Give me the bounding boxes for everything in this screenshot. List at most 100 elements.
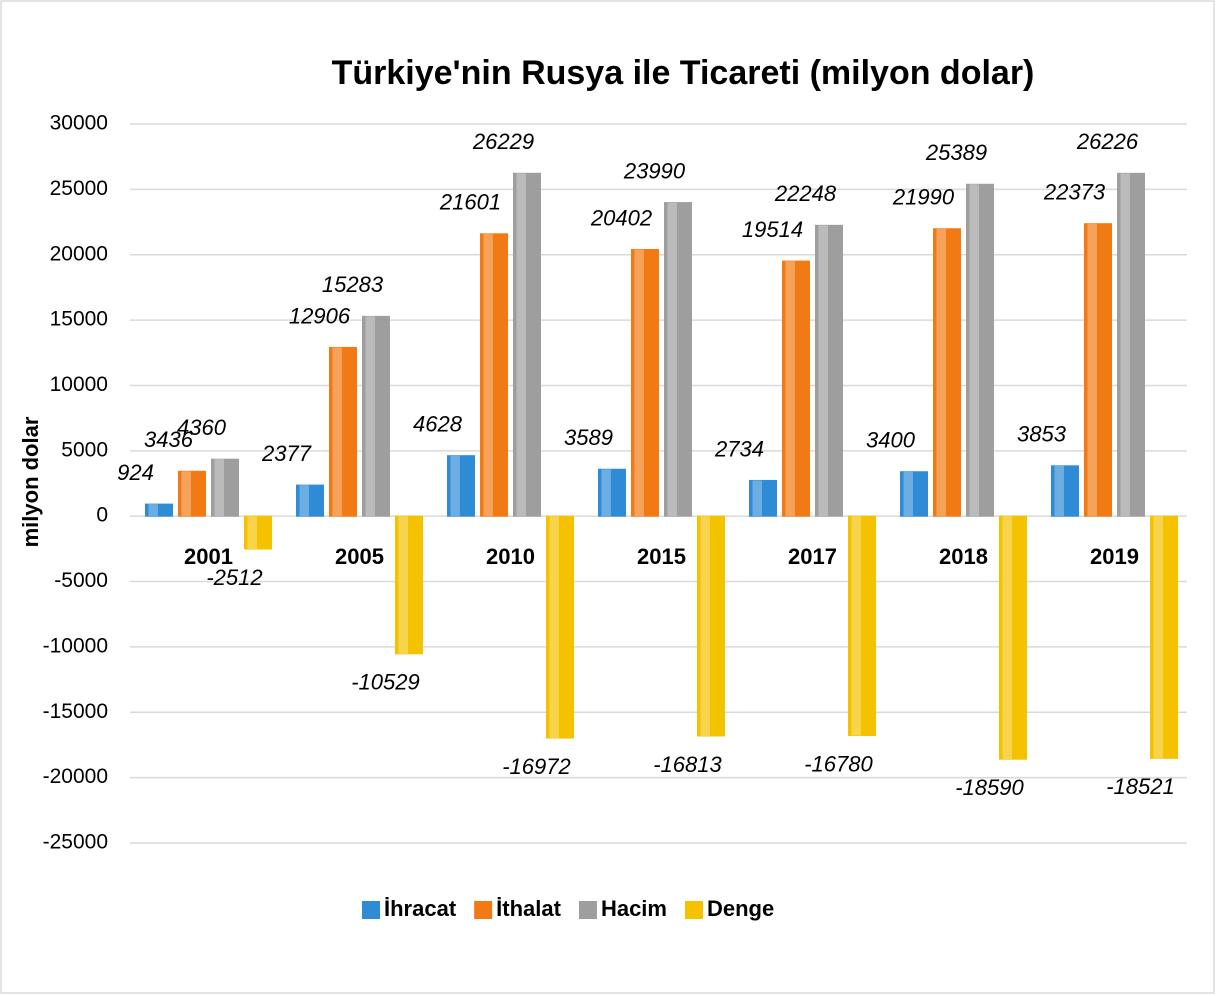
x-tick-label: 2017 [788, 544, 837, 569]
bar-sheen [181, 471, 191, 517]
bar [546, 515, 574, 739]
value-label: 19514 [742, 217, 803, 242]
x-tick-label: 2005 [335, 544, 384, 569]
value-label: -18590 [955, 775, 1024, 800]
value-label: -16813 [653, 752, 722, 777]
value-label: -16972 [502, 754, 571, 779]
legend-swatch [362, 901, 380, 919]
bar [900, 471, 928, 517]
bar [782, 260, 810, 517]
value-label: 2377 [261, 441, 312, 466]
x-tick-label: 2001 [184, 544, 233, 569]
bar [848, 515, 876, 737]
bar-sheen [785, 261, 795, 517]
y-tick-label: -20000 [43, 765, 108, 788]
bar-sheen [299, 485, 309, 517]
y-axis-label: milyon dolar [18, 416, 43, 547]
bar-sheen [634, 249, 644, 517]
y-tick-label: 15000 [50, 308, 108, 331]
value-label: 12906 [289, 303, 351, 328]
bar [1117, 172, 1145, 517]
value-label: 25389 [925, 140, 987, 165]
value-label: 15283 [322, 272, 384, 297]
bar [211, 458, 239, 517]
y-tick-label: 25000 [50, 177, 108, 200]
bar [966, 183, 994, 517]
bar-sheen [1087, 223, 1097, 517]
legend-swatch [474, 901, 493, 919]
bar-sheen [1120, 173, 1130, 517]
bar [145, 503, 173, 517]
bar-sheen [969, 184, 979, 517]
bar-sheen [601, 469, 611, 517]
bar [933, 228, 961, 517]
x-tick-label: 2018 [939, 544, 988, 569]
chart-title: Türkiye'nin Rusya ile Ticareti (milyon d… [332, 54, 1035, 92]
value-label: 26226 [1076, 129, 1139, 154]
legend-label: İthalat [496, 896, 561, 921]
value-label: 3853 [1017, 422, 1067, 447]
legend-label: Denge [707, 896, 774, 921]
bar-sheen [214, 459, 224, 517]
bar-sheen [450, 455, 460, 517]
value-label: -2512 [206, 565, 262, 590]
bar [178, 470, 206, 517]
legend-swatch [685, 901, 703, 919]
bar [513, 172, 541, 517]
bar-sheen [1054, 465, 1064, 517]
bar [598, 468, 626, 517]
value-label: -18521 [1106, 774, 1175, 799]
x-tick-label: 2010 [486, 544, 535, 569]
value-label: 23990 [623, 158, 686, 183]
legend-label: İhracat [384, 896, 457, 921]
bar-sheen [365, 316, 375, 517]
bar [362, 315, 390, 517]
bar-sheen [936, 228, 946, 517]
bar [329, 346, 357, 517]
value-label: 3589 [564, 425, 613, 450]
value-label: -16780 [804, 751, 873, 776]
y-tick-label: -15000 [43, 700, 108, 723]
bar [395, 515, 423, 655]
bar-sheen [903, 471, 913, 517]
value-label: 21601 [439, 190, 501, 215]
y-tick-label: 20000 [50, 242, 108, 265]
bar-sheen [818, 225, 828, 517]
value-label: 2734 [714, 436, 764, 461]
value-label: 4360 [177, 415, 227, 440]
bar-sheen [1002, 516, 1012, 760]
bar-sheen [148, 504, 158, 517]
legend-label: Hacim [601, 896, 667, 921]
bar [1150, 515, 1178, 759]
y-tick-label: 5000 [61, 438, 108, 461]
value-label: 3400 [866, 428, 916, 453]
value-label: 3436 [144, 427, 194, 452]
y-tick-label: 0 [96, 504, 108, 527]
value-label: 21990 [892, 185, 955, 210]
bar [749, 479, 777, 517]
bar-sheen [752, 480, 762, 517]
value-label: -10529 [351, 670, 420, 695]
bar [244, 515, 272, 550]
bar [480, 233, 508, 517]
bar [296, 484, 324, 517]
bar-sheen [667, 202, 677, 517]
value-label: 22248 [774, 181, 837, 206]
value-label: 20402 [590, 205, 652, 230]
legend-swatch [578, 901, 597, 919]
bar [447, 455, 475, 517]
bar-sheen [332, 347, 342, 517]
y-tick-label: 30000 [50, 112, 108, 135]
bar [815, 224, 843, 517]
bar [1051, 465, 1079, 517]
bar [999, 515, 1027, 760]
bar-sheen [700, 516, 710, 736]
bar [697, 515, 725, 737]
y-tick-label: -5000 [54, 569, 108, 592]
bar [1084, 223, 1112, 517]
bar-sheen [549, 516, 559, 739]
bar-sheen [483, 233, 493, 517]
y-tick-label: -10000 [43, 634, 108, 657]
bar [664, 202, 692, 517]
